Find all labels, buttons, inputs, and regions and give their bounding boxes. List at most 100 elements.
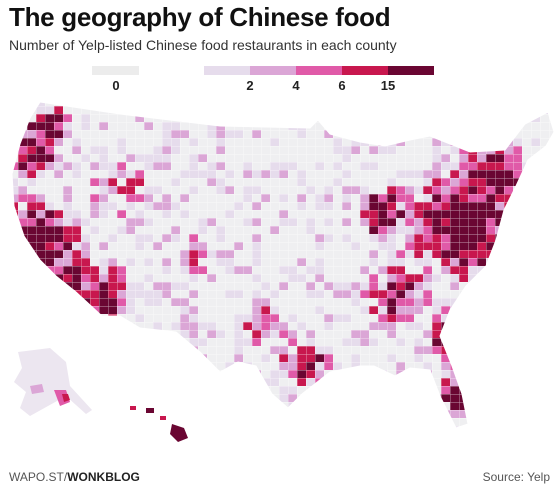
county-cell <box>549 106 554 114</box>
county-cell <box>486 266 495 274</box>
county-cell <box>18 434 27 442</box>
county-cell <box>549 362 554 370</box>
county-cell <box>522 106 531 114</box>
county-cell <box>495 354 504 362</box>
county-cell <box>63 426 72 428</box>
county-cell <box>117 418 126 426</box>
county-cell <box>351 386 360 394</box>
county-cell <box>12 218 18 226</box>
county-cell <box>396 106 405 114</box>
county-cell <box>18 250 27 258</box>
county-cell <box>360 130 369 138</box>
county-cell <box>477 394 486 402</box>
county-cell <box>522 306 531 314</box>
county-cell <box>18 282 27 290</box>
county-cell <box>12 306 18 314</box>
county-cell <box>477 338 486 346</box>
county-cell <box>72 418 81 426</box>
county-cell <box>189 418 198 426</box>
county-cell <box>315 386 324 394</box>
county-cell <box>198 378 207 386</box>
county-cell <box>387 106 396 114</box>
county-cell <box>450 338 459 346</box>
county-cell <box>495 274 504 282</box>
source-link[interactable]: WAPO.ST/WONKBLOG <box>9 470 140 484</box>
county-cell <box>63 102 72 106</box>
county-cell <box>504 226 513 234</box>
county-cell <box>513 226 522 234</box>
county-cell <box>0 250 9 258</box>
county-cell <box>144 378 153 386</box>
county-cell <box>252 378 261 386</box>
county-cell <box>405 102 414 106</box>
county-cell <box>387 418 396 426</box>
county-cell <box>36 282 45 290</box>
county-cell <box>18 418 27 426</box>
county-cell <box>297 106 306 114</box>
county-cell <box>549 154 554 162</box>
county-cell <box>144 362 153 370</box>
county-cell <box>459 330 468 338</box>
county-cell <box>468 386 477 394</box>
county-cell <box>162 386 171 394</box>
county-cell <box>198 114 207 122</box>
county-cell <box>522 338 531 346</box>
county-cell <box>504 258 513 266</box>
county-cell <box>144 90 153 98</box>
county-cell <box>144 354 153 362</box>
county-cell <box>12 282 18 290</box>
county-cell <box>405 122 414 130</box>
county-cell <box>297 426 306 428</box>
county-cell <box>387 410 396 418</box>
county-cell <box>288 102 297 106</box>
county-cell <box>135 386 144 394</box>
county-cell <box>360 394 369 402</box>
county-cell <box>0 418 9 426</box>
county-cell <box>522 266 531 274</box>
source-credit: Source: Yelp <box>482 470 550 484</box>
county-cell <box>0 386 9 394</box>
county-cell <box>117 102 126 106</box>
county-cell <box>459 306 468 314</box>
county-cell <box>459 354 468 362</box>
county-cell <box>504 242 513 250</box>
county-cell <box>252 402 261 410</box>
legend-swatch-5 <box>388 66 434 75</box>
county-cell <box>396 418 405 426</box>
county-cell <box>234 410 243 418</box>
county-cell <box>108 90 117 98</box>
county-cell <box>27 418 36 426</box>
county-cell <box>468 114 477 122</box>
county-cell <box>531 298 540 306</box>
county-cell <box>18 274 27 282</box>
county-cell <box>252 394 261 402</box>
county-cell <box>477 114 486 122</box>
county-cell <box>522 90 531 98</box>
county-cell <box>477 290 486 298</box>
county-cell <box>423 410 432 418</box>
county-cell <box>153 106 162 114</box>
county-cell <box>171 106 180 114</box>
county-cell <box>378 434 387 442</box>
legend-label-4: 4 <box>292 78 300 93</box>
county-cell <box>153 330 162 338</box>
county-cell <box>207 90 216 98</box>
county-cell <box>486 274 495 282</box>
county-cell <box>198 90 207 98</box>
county-cell <box>216 434 225 442</box>
county-cell <box>549 258 554 266</box>
county-cell <box>468 306 477 314</box>
county-cell <box>189 394 198 402</box>
county-cell <box>504 410 513 418</box>
county-cell <box>153 426 162 428</box>
county-cell <box>486 282 495 290</box>
county-cell <box>531 386 540 394</box>
county-cell <box>477 106 486 114</box>
county-cell <box>144 330 153 338</box>
county-cell <box>0 194 9 202</box>
county-cell <box>450 314 459 322</box>
county-cell <box>522 354 531 362</box>
county-cell <box>405 394 414 402</box>
county-cell <box>387 378 396 386</box>
county-cell <box>531 186 540 194</box>
